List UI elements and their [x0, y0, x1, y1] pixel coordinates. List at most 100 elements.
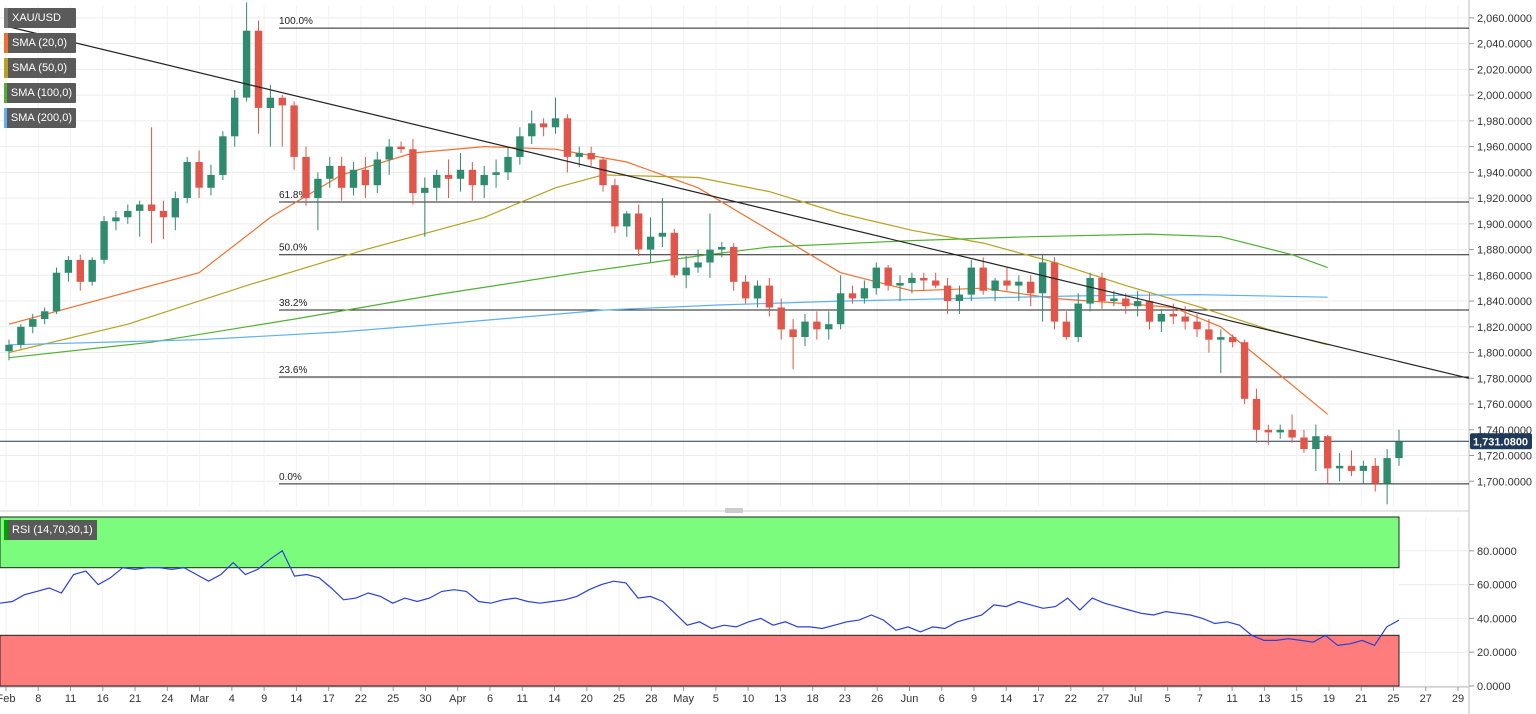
candle-up — [706, 249, 714, 263]
candle-down — [813, 321, 821, 330]
date-tick-label: 15 — [1291, 693, 1303, 705]
date-tick-label: 29 — [1452, 693, 1464, 705]
sma50-label: SMA (50,0) — [12, 62, 68, 74]
candle-up — [872, 267, 880, 289]
candle-up — [1074, 303, 1082, 338]
candle-up — [171, 198, 179, 218]
candle-up — [231, 97, 239, 137]
date-tick-label: 14 — [290, 693, 302, 705]
candle-down — [1062, 321, 1071, 337]
candle-up — [551, 118, 560, 128]
candle-up — [314, 178, 322, 199]
candle-down — [468, 169, 477, 186]
candle-down — [290, 105, 298, 157]
candle-up — [718, 247, 726, 250]
candle-up — [575, 153, 583, 157]
sma100-label: SMA (100,0) — [10, 87, 72, 99]
candle-up — [528, 123, 536, 137]
candle-down — [765, 285, 774, 308]
candle-down — [1347, 465, 1356, 471]
candle-down — [195, 162, 203, 188]
date-tick-label: Apr — [449, 693, 466, 705]
candle-up — [801, 321, 809, 337]
date-tick-label: 14 — [1000, 693, 1012, 705]
candle-down — [159, 210, 168, 218]
candle-up — [1276, 429, 1284, 433]
candle-up — [967, 267, 975, 295]
candle-up — [908, 277, 916, 283]
candle-down — [670, 232, 678, 276]
price-tick-label: 1,760.0000 — [1477, 399, 1532, 411]
candle-up — [52, 272, 61, 312]
candle-up — [492, 172, 500, 175]
candle-down — [338, 165, 346, 188]
legend-sma100[interactable]: SMA (100,0) — [4, 83, 76, 103]
date-tick-label: 25 — [1387, 693, 1399, 705]
candle-up — [480, 174, 488, 186]
date-tick-label: 10 — [742, 693, 754, 705]
candlesticks — [5, 2, 1403, 505]
date-tick-label: 7 — [1197, 693, 1203, 705]
sma20-line — [8, 146, 1329, 415]
candle-up — [516, 136, 524, 157]
candle-down — [563, 118, 572, 157]
candle-up — [112, 217, 120, 222]
oversold-zone — [0, 634, 1400, 687]
date-tick-label: May — [673, 693, 694, 705]
candle-down — [920, 277, 928, 281]
candle-down — [611, 185, 619, 227]
candle-down — [1300, 437, 1308, 450]
candle-up — [29, 319, 37, 327]
price-tick-label: 1,720.0000 — [1477, 451, 1532, 463]
sma200-label: SMA (200,0) — [10, 112, 72, 124]
date-tick-label: 9 — [261, 693, 267, 705]
price-axis: 2,060.0000 2,040.0000 2,020.0000 2,000.0000… — [1469, 13, 1532, 693]
date-tick-label: 22 — [355, 693, 367, 705]
candle-up — [456, 169, 465, 179]
date-tick-label: 11 — [65, 693, 76, 705]
rsi-tick-label: 40.0000 — [1477, 613, 1517, 625]
legend-symbol[interactable]: XAU/USD — [4, 8, 76, 28]
candle-up — [88, 259, 96, 282]
candle-up — [266, 97, 275, 108]
price-tick-label: 1,840.0000 — [1477, 296, 1532, 308]
candle-down — [254, 30, 263, 108]
legend-sma200[interactable]: SMA (200,0) — [4, 108, 76, 128]
candle-up — [242, 30, 251, 98]
candle-down — [1205, 329, 1213, 340]
fib-level-label: 38.2% — [279, 298, 307, 309]
legend-sma20[interactable]: SMA (20,0) — [4, 33, 76, 53]
date-tick-label: 21 — [1355, 693, 1367, 705]
candle-down — [397, 146, 405, 150]
resize-handle — [725, 508, 743, 513]
candle-down — [409, 149, 417, 193]
candle-down — [1324, 436, 1332, 469]
candle-down — [1003, 280, 1011, 286]
candle-up — [373, 159, 381, 186]
price-tick-label: 1,960.0000 — [1477, 142, 1532, 154]
candle-down — [741, 281, 750, 299]
date-tick-label: 17 — [1032, 693, 1044, 705]
candle-up — [1133, 301, 1142, 307]
candle-up — [207, 174, 215, 188]
rsi-legend[interactable]: RSI (14,70,30,1) — [4, 520, 97, 540]
candle-up — [5, 344, 13, 352]
trendline — [8, 26, 1470, 379]
sma-lines — [8, 146, 1329, 415]
date-tick-label: 16 — [97, 693, 109, 705]
candle-up — [1335, 465, 1344, 469]
candle-up — [1395, 441, 1403, 459]
candle-down — [539, 123, 548, 128]
indicator-legend: XAU/USD SMA (20,0) SMA (50,0) SMA (100,0… — [4, 8, 76, 128]
candle-up — [1217, 337, 1225, 340]
candle-down — [635, 213, 643, 250]
candle-up — [1038, 262, 1047, 294]
candle-down — [1252, 398, 1261, 430]
candle-down — [789, 329, 797, 338]
candle-down — [599, 159, 607, 186]
candle-up — [326, 165, 334, 179]
legend-sma50[interactable]: SMA (50,0) — [4, 58, 76, 78]
candle-down — [444, 174, 453, 179]
date-tick-label: 4 — [229, 693, 235, 705]
